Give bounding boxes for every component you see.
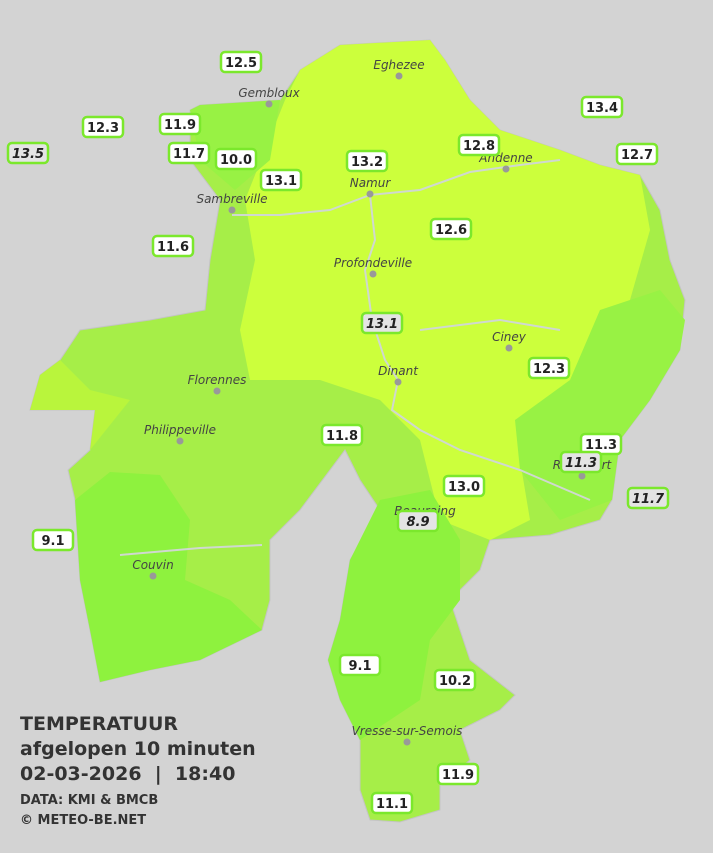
station-box: [615, 142, 659, 166]
station-value: 12.3: [533, 362, 565, 377]
station-box: [31, 528, 75, 552]
city-dot: [149, 572, 157, 580]
station-box: [6, 141, 50, 165]
station-box: [338, 653, 382, 677]
station-value: 12.8: [463, 139, 495, 154]
station-box: [360, 311, 404, 335]
station-box: [259, 168, 303, 192]
city-label: Couvin: [132, 558, 173, 572]
city-dot: [502, 165, 510, 173]
station-value: 12.7: [621, 148, 653, 163]
station-value: 12.6: [435, 223, 467, 238]
warm-zone: [30, 360, 130, 450]
station-box: [81, 115, 125, 139]
station-value: 11.7: [632, 492, 665, 507]
copyright: © METEO-BE.NET: [20, 813, 146, 828]
city-label: Sambreville: [196, 192, 267, 206]
city-label: Eghezee: [373, 58, 424, 72]
station-value: 13.4: [586, 101, 618, 116]
station-value: 13.2: [351, 155, 383, 170]
station-box: [219, 50, 263, 74]
cool-zone: [75, 472, 262, 682]
station-value: 11.9: [442, 768, 474, 783]
station-value: 11.3: [585, 438, 617, 453]
station-value: 11.9: [164, 118, 196, 133]
city-label: Profondeville: [334, 256, 412, 270]
city-dot: [265, 100, 273, 108]
station-box: [158, 112, 202, 136]
city-label: Ciney: [492, 330, 527, 344]
station-value: 10.0: [220, 153, 252, 168]
city-label: Dinant: [378, 364, 419, 378]
city-label: Florennes: [188, 373, 247, 387]
cool-zone: [190, 100, 280, 190]
timestamp: 02-03-2026 | 18:40: [20, 763, 235, 785]
subtitle: afgelopen 10 minuten: [20, 738, 256, 760]
city-label: Vresse-sur-Semois: [352, 724, 463, 738]
city-dot: [366, 190, 374, 198]
station-value: 13.1: [265, 174, 297, 189]
city-dot: [505, 344, 513, 352]
station-box: [626, 486, 670, 510]
station-value: 12.3: [87, 121, 119, 136]
city-label: Gembloux: [238, 86, 300, 100]
station-value: 11.1: [376, 797, 408, 812]
station-value: 13.1: [366, 317, 398, 332]
title: TEMPERATUUR: [20, 713, 178, 735]
station-box: [370, 791, 414, 815]
station-box: [429, 217, 473, 241]
station-box: [345, 149, 389, 173]
station-value: 13.0: [448, 480, 480, 495]
city-label: Philippeville: [144, 423, 216, 437]
station-value: 10.2: [439, 674, 471, 689]
station-box: [320, 423, 364, 447]
station-box: [436, 762, 480, 786]
station-value: 8.9: [406, 515, 429, 530]
station-box: [396, 509, 440, 533]
station-value: 11.7: [173, 147, 205, 162]
city-label: Namur: [350, 176, 392, 190]
station-value: 12.5: [225, 56, 257, 71]
station-box: [527, 356, 571, 380]
city-dot: [369, 270, 377, 278]
city-dot: [176, 437, 184, 445]
city-dot: [578, 472, 586, 480]
city-dot: [403, 738, 411, 746]
station-box: [457, 133, 501, 157]
station-box: [214, 147, 258, 171]
station-box: [167, 141, 211, 165]
city-dot: [213, 387, 221, 395]
city-dot: [228, 206, 236, 214]
station-box: [559, 450, 603, 474]
cool-zone: [328, 490, 460, 740]
station-box: [442, 474, 486, 498]
station-value: 11.8: [326, 429, 358, 444]
data-source: DATA: KMI & BMCB: [20, 793, 158, 808]
station-value: 11.3: [565, 456, 597, 471]
city-dot: [395, 72, 403, 80]
station-box: [580, 95, 624, 119]
station-box: [151, 234, 195, 258]
station-value: 9.1: [41, 534, 64, 549]
station-value: 11.6: [157, 240, 189, 255]
station-value: 13.5: [12, 147, 44, 162]
city-dot: [394, 378, 402, 386]
station-value: 9.1: [348, 659, 371, 674]
station-box: [433, 668, 477, 692]
cool-zone: [515, 290, 685, 520]
